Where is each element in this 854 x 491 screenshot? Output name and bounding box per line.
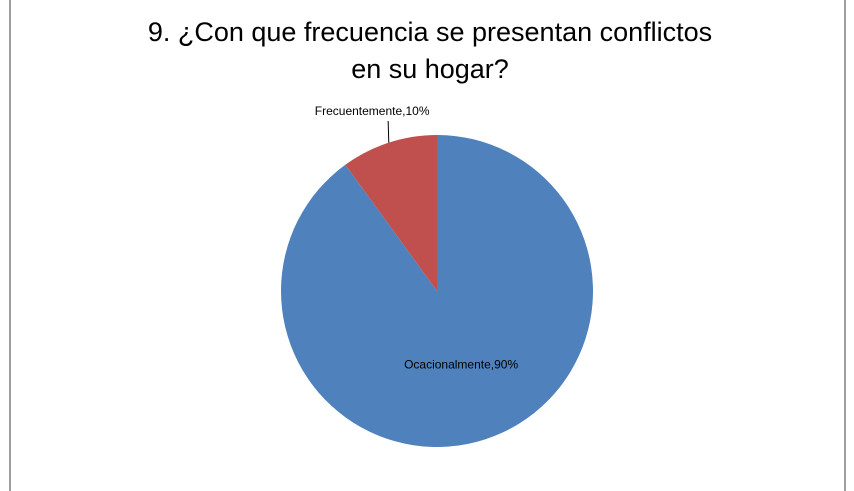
leader-line <box>387 120 390 143</box>
data-label: Frecuentemente,10% <box>315 104 430 118</box>
data-label: Ocacionalmente,90% <box>404 357 518 371</box>
chart-title: 9. ¿Con que frecuencia se presentan conf… <box>147 17 713 84</box>
pie-slice <box>345 135 437 291</box>
chart-frame <box>9 0 846 491</box>
